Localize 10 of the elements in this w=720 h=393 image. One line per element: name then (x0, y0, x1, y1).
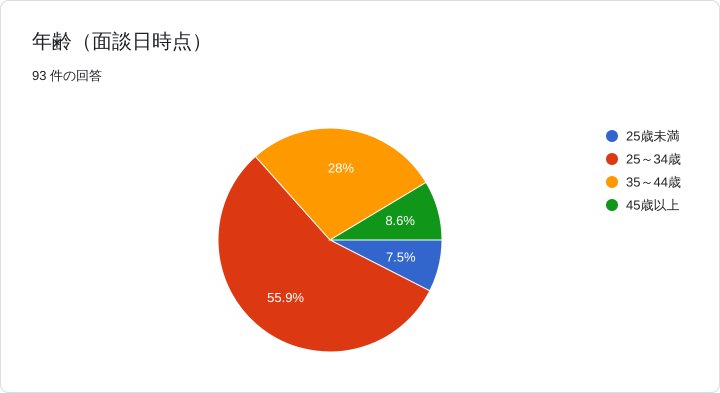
legend-label: 25～34歳 (626, 152, 681, 167)
data-label: 8.6% (385, 213, 416, 228)
legend-label: 45歳以上 (626, 198, 680, 213)
legend-label: 25歳未満 (626, 128, 680, 144)
data-label: 55.9% (267, 290, 304, 306)
chart-title: 年齢（面談日時点） (32, 31, 212, 53)
data-label: 7.5% (386, 250, 416, 265)
text: 93 件の回答 (32, 68, 102, 83)
data-label: 28% (328, 160, 354, 176)
legend-label: 35～44歳 (626, 174, 681, 190)
